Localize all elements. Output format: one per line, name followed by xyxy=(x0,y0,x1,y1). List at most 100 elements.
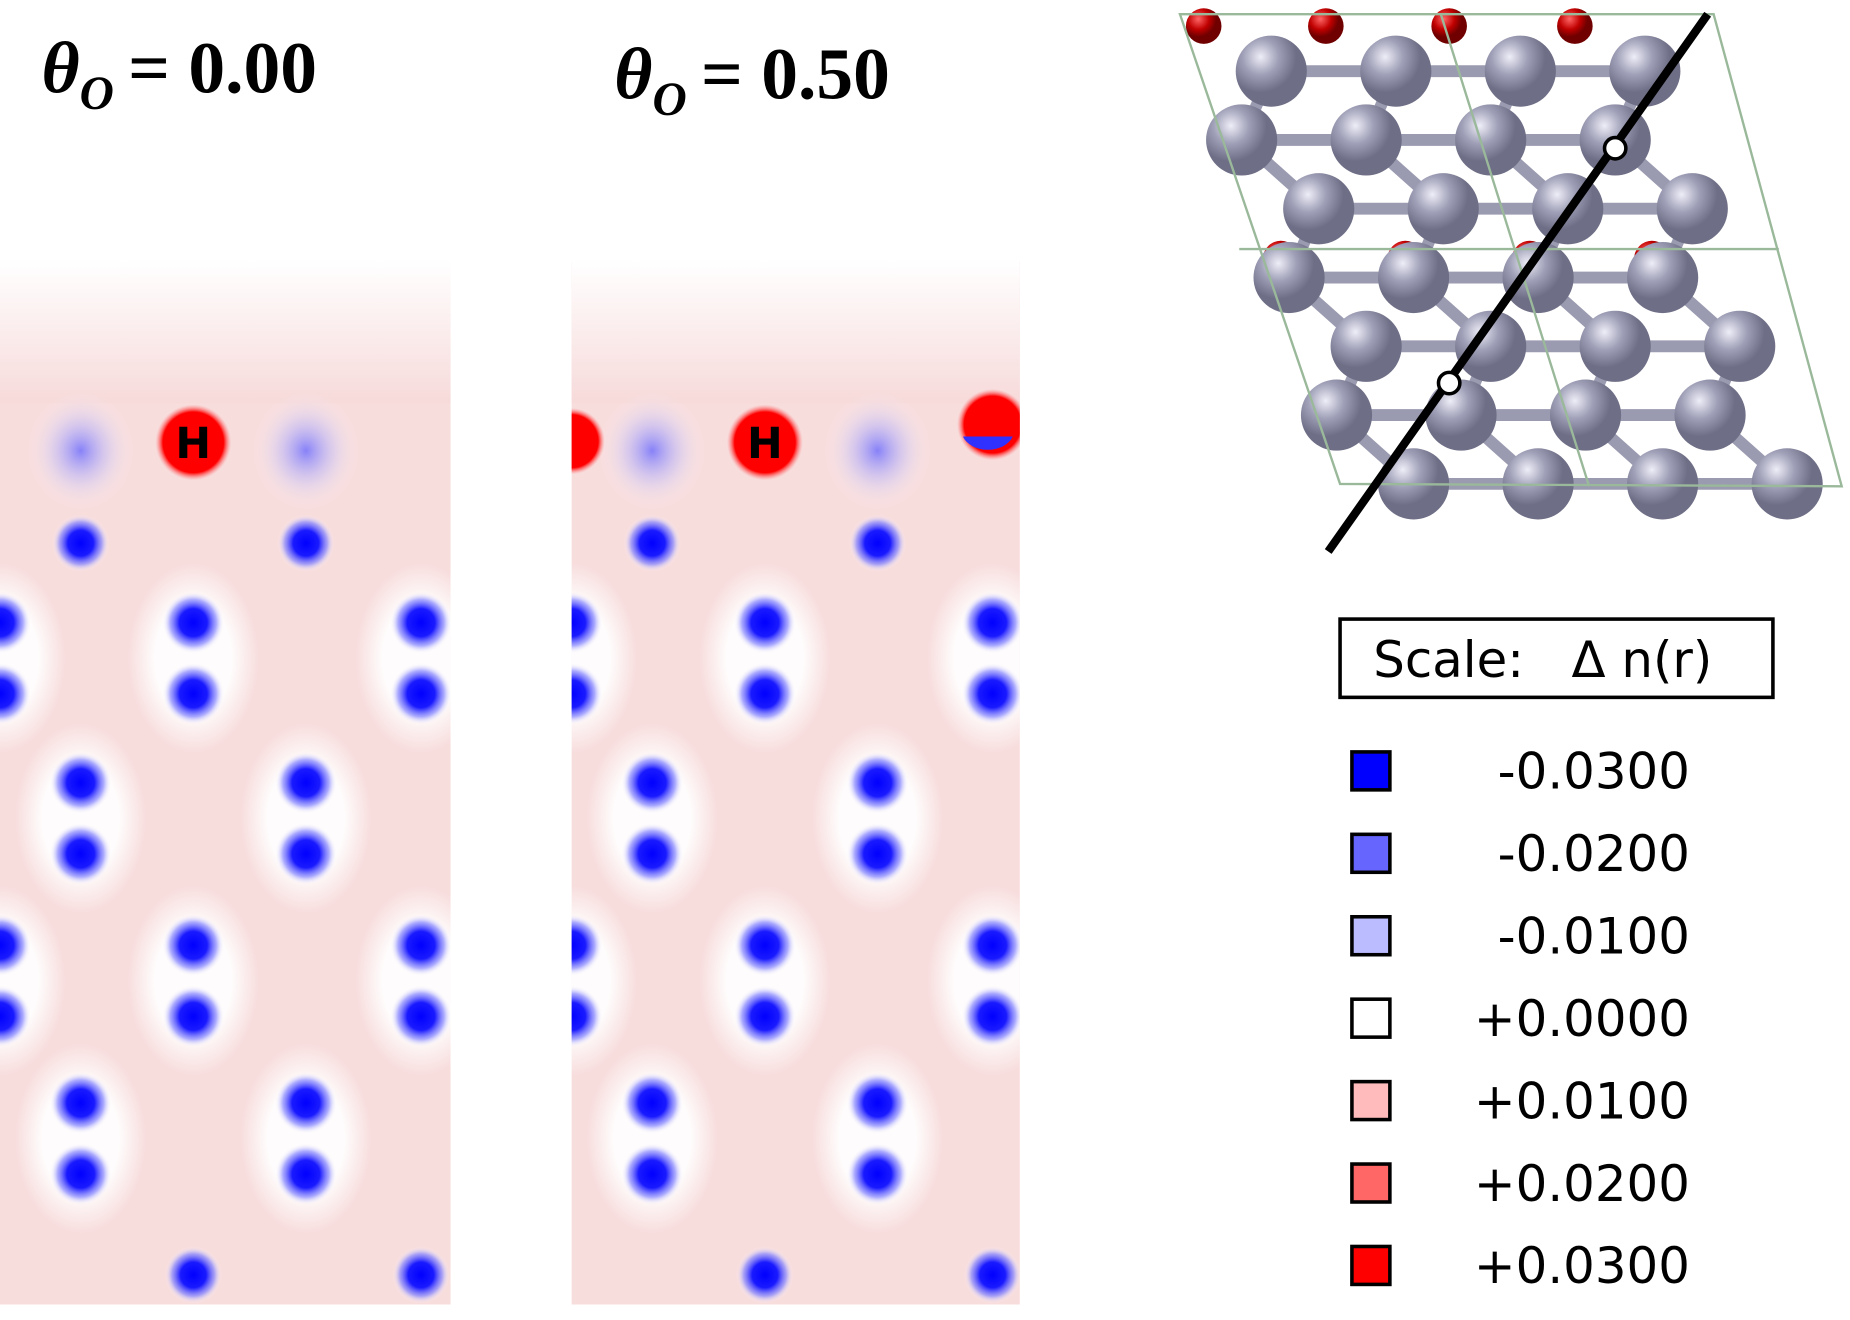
halo xyxy=(571,563,637,754)
depletion xyxy=(623,514,681,572)
legend-label: +0.0000 xyxy=(1474,990,1690,1048)
depletion xyxy=(621,823,684,885)
metal-atom xyxy=(1455,104,1527,176)
depletion xyxy=(734,914,796,977)
halo xyxy=(587,723,718,914)
vacuum-fade xyxy=(571,260,1020,404)
halo xyxy=(812,723,943,914)
metal-atom xyxy=(1549,379,1622,451)
depletion xyxy=(390,914,451,977)
depletion xyxy=(571,985,603,1048)
structure-view xyxy=(1178,8,1844,554)
metal-atom xyxy=(1360,35,1432,107)
metal-atom xyxy=(1627,241,1699,314)
depletion xyxy=(0,591,31,654)
depletion xyxy=(621,1072,684,1134)
metal-atom xyxy=(1656,173,1728,245)
metal-atom xyxy=(1283,173,1355,245)
halo xyxy=(128,563,259,754)
depletion xyxy=(164,1246,222,1304)
metal-atom xyxy=(1502,241,1574,314)
depletion xyxy=(964,1246,1020,1304)
depletion xyxy=(846,751,909,814)
cell-outline xyxy=(1178,13,1844,488)
legend-label: +0.0200 xyxy=(1474,1155,1690,1213)
depletion xyxy=(824,391,931,510)
depletion xyxy=(275,1143,337,1205)
depletion xyxy=(571,914,603,977)
panel-title: θO = 0.50 xyxy=(614,32,890,126)
depletion xyxy=(736,1246,794,1304)
depletion xyxy=(275,751,337,814)
depletion xyxy=(621,751,684,814)
depletion xyxy=(961,914,1020,977)
metal-atom xyxy=(1609,35,1681,107)
depletion xyxy=(846,1143,909,1205)
legend-title: Scale: Δ n(r) xyxy=(1373,631,1712,689)
metal-atom xyxy=(1235,35,1307,107)
depletion xyxy=(571,591,603,654)
depletion xyxy=(275,1072,337,1134)
halo xyxy=(240,1043,372,1234)
halo xyxy=(587,1043,718,1234)
metal-atom xyxy=(1407,173,1479,245)
halo xyxy=(699,885,831,1076)
metal-atom xyxy=(1484,35,1556,107)
metal-atom xyxy=(1704,310,1776,382)
halo xyxy=(812,1043,943,1234)
density-map: H xyxy=(571,260,1020,1305)
legend: -0.0300 -0.0200 -0.0100 +0.0000 +0.0100 +0.02… xyxy=(1350,743,1690,1295)
legend-label: -0.0100 xyxy=(1498,908,1690,966)
depletion xyxy=(0,662,31,725)
halo xyxy=(571,885,637,1076)
atom-label: H xyxy=(175,419,211,469)
depletion xyxy=(162,591,225,654)
atom-label: H xyxy=(747,419,783,469)
halo xyxy=(15,723,146,914)
depletion xyxy=(0,914,31,977)
depletion xyxy=(390,662,451,725)
halo xyxy=(240,723,372,914)
depletion xyxy=(162,662,225,725)
metal-atom xyxy=(1330,104,1402,176)
depletion xyxy=(52,514,110,572)
depletion xyxy=(252,391,360,510)
depletion xyxy=(846,823,909,885)
legend-swatch xyxy=(1350,1079,1392,1122)
legend-label: +0.0300 xyxy=(1474,1237,1690,1295)
halo xyxy=(128,885,259,1076)
metal-atom xyxy=(1425,379,1497,451)
halo xyxy=(15,1043,146,1234)
density-map: H xyxy=(0,260,451,1305)
depletion xyxy=(392,1246,450,1304)
depletion xyxy=(390,985,451,1048)
oxygen-atom xyxy=(1557,8,1593,44)
o-blob xyxy=(571,407,605,475)
depletion xyxy=(49,751,112,814)
depletion xyxy=(846,1072,909,1134)
metal-atom xyxy=(1300,379,1373,451)
depletion xyxy=(734,591,796,654)
legend-label: -0.0200 xyxy=(1498,825,1690,883)
metal-atom xyxy=(1627,448,1699,520)
h-blob xyxy=(726,404,803,481)
depletion xyxy=(27,391,135,510)
depletion xyxy=(961,985,1020,1048)
o-blob xyxy=(957,389,1020,461)
depletion xyxy=(961,591,1020,654)
vacuum-fade xyxy=(0,260,451,404)
metal-atom xyxy=(1206,104,1278,176)
depletion xyxy=(390,591,451,654)
depletion xyxy=(275,823,337,885)
legend-label: +0.0100 xyxy=(1474,1072,1690,1130)
metal-atom xyxy=(1330,310,1402,382)
depletion xyxy=(962,436,1013,450)
legend-swatch xyxy=(1350,832,1392,875)
oxygen-atom xyxy=(1431,8,1467,44)
cut-point xyxy=(1602,135,1628,161)
panel-title: θO = 0.00 xyxy=(42,27,318,121)
legend-swatch xyxy=(1350,1162,1392,1204)
depletion xyxy=(49,1143,112,1205)
legend-box xyxy=(1338,617,1775,700)
